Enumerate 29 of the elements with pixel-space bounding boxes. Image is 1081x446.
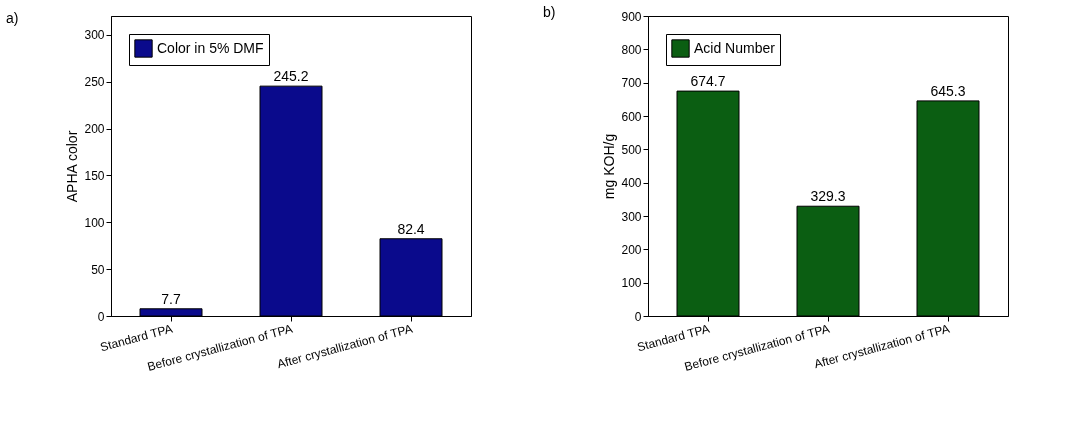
data-label: 7.7: [161, 290, 181, 307]
chart-title: a): [5, 10, 19, 26]
data-label: 674.7: [690, 73, 726, 90]
y-tick-label: 200: [621, 242, 642, 257]
data-label: 245.2: [273, 68, 309, 85]
y-tick-label: 800: [621, 42, 642, 57]
y-tick-label: 500: [621, 142, 642, 157]
y-tick-label: 200: [84, 122, 105, 136]
data-label: 329.3: [810, 188, 846, 205]
data-label: 645.3: [930, 82, 966, 99]
y-tick-label: 0: [634, 309, 642, 324]
y-tick-label: 300: [621, 209, 642, 224]
y-axis-title: APHA color: [64, 130, 81, 203]
y-tick-label: 400: [621, 176, 642, 191]
y-tick-label: 150: [84, 168, 105, 183]
y-tick-label: 600: [621, 109, 642, 124]
chart-title: b): [542, 4, 556, 20]
y-tick-label: 0: [97, 309, 105, 324]
y-axis-title: mg KOH/g: [601, 133, 618, 200]
y-tick-label: 900: [621, 9, 642, 24]
y-tick-label: 300: [84, 28, 105, 43]
y-tick-label: 100: [621, 276, 642, 291]
data-label: 82.4: [397, 220, 425, 237]
y-tick-label: 50: [91, 262, 105, 277]
y-tick-label: 100: [84, 215, 105, 230]
y-tick-label: 700: [621, 76, 642, 91]
legend-label: Color in 5% DMF: [157, 39, 264, 56]
y-tick-label: 250: [84, 75, 105, 90]
legend-label: Acid Number: [694, 39, 776, 56]
